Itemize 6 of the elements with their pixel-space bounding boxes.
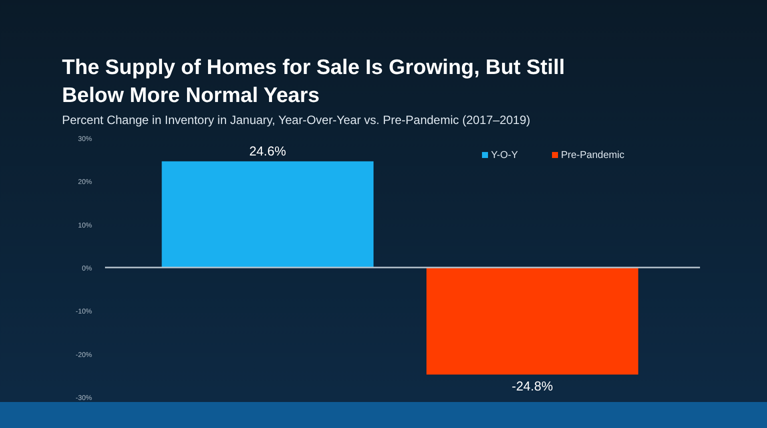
data-label: -24.8% [512,378,554,394]
chart-subtitle: Percent Change in Inventory in January, Year-Over-Year vs. Pre-Pandemic (2017–2019) [62,113,530,127]
legend-label: Pre-Pandemic [561,150,624,161]
legend-label: Y-O-Y [491,150,518,161]
data-label: 24.6% [249,143,287,158]
chart-title: The Supply of Homes for Sale Is Growing, But Still Below More Normal Years [62,56,565,107]
